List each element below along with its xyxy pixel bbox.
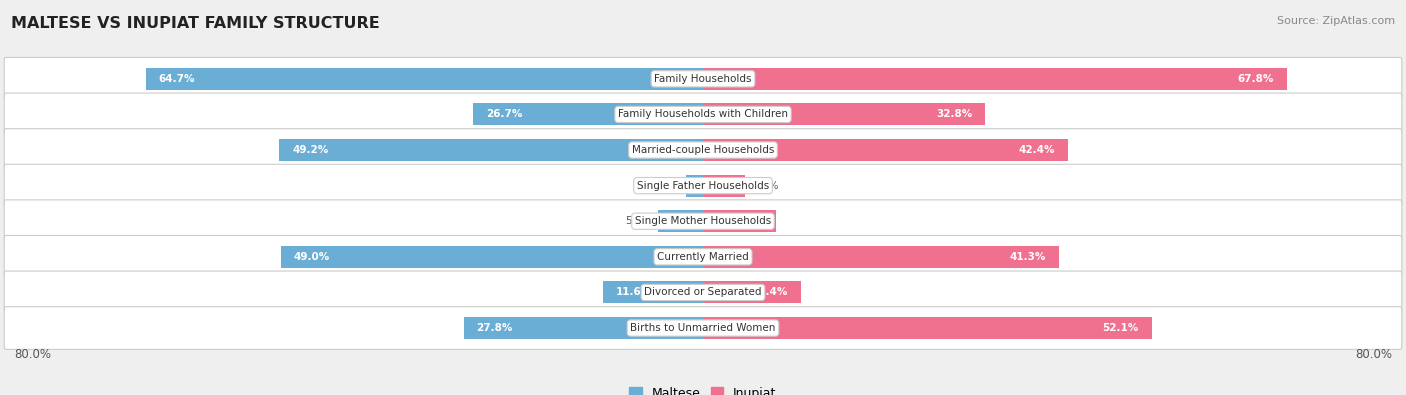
- Text: Single Father Households: Single Father Households: [637, 181, 769, 191]
- Bar: [703, 103, 986, 126]
- FancyBboxPatch shape: [4, 200, 1402, 243]
- Text: 64.7%: 64.7%: [159, 74, 195, 84]
- Text: 5.2%: 5.2%: [624, 216, 651, 226]
- Text: 41.3%: 41.3%: [1010, 252, 1046, 262]
- Text: 42.4%: 42.4%: [1019, 145, 1056, 155]
- Bar: [146, 68, 703, 90]
- Text: Family Households with Children: Family Households with Children: [619, 109, 787, 119]
- Text: 11.6%: 11.6%: [616, 288, 652, 297]
- Text: 80.0%: 80.0%: [1355, 348, 1392, 361]
- Bar: [703, 281, 801, 303]
- Text: Family Households: Family Households: [654, 74, 752, 84]
- Legend: Maltese, Inupiat: Maltese, Inupiat: [624, 382, 782, 395]
- Text: 49.2%: 49.2%: [292, 145, 329, 155]
- Text: Currently Married: Currently Married: [657, 252, 749, 262]
- Text: 32.8%: 32.8%: [936, 109, 973, 119]
- Bar: [703, 175, 745, 197]
- Text: 49.0%: 49.0%: [294, 252, 330, 262]
- FancyBboxPatch shape: [4, 93, 1402, 136]
- Text: 67.8%: 67.8%: [1237, 74, 1274, 84]
- Bar: [281, 246, 703, 268]
- Bar: [703, 317, 1152, 339]
- Bar: [703, 210, 776, 232]
- Text: 8.5%: 8.5%: [734, 216, 763, 226]
- Text: Single Mother Households: Single Mother Households: [636, 216, 770, 226]
- Bar: [703, 246, 1059, 268]
- Text: 2.0%: 2.0%: [652, 181, 679, 191]
- Bar: [464, 317, 703, 339]
- FancyBboxPatch shape: [4, 235, 1402, 278]
- Bar: [703, 139, 1069, 161]
- Bar: [658, 210, 703, 232]
- Text: 80.0%: 80.0%: [14, 348, 51, 361]
- FancyBboxPatch shape: [4, 57, 1402, 100]
- Text: 4.9%: 4.9%: [752, 181, 779, 191]
- FancyBboxPatch shape: [4, 271, 1402, 314]
- Text: Divorced or Separated: Divorced or Separated: [644, 288, 762, 297]
- Text: Source: ZipAtlas.com: Source: ZipAtlas.com: [1277, 16, 1395, 26]
- FancyBboxPatch shape: [4, 164, 1402, 207]
- Text: 52.1%: 52.1%: [1102, 323, 1139, 333]
- Text: 27.8%: 27.8%: [477, 323, 513, 333]
- Bar: [472, 103, 703, 126]
- FancyBboxPatch shape: [4, 129, 1402, 171]
- Bar: [686, 175, 703, 197]
- Bar: [280, 139, 703, 161]
- Bar: [703, 68, 1286, 90]
- Text: 26.7%: 26.7%: [486, 109, 523, 119]
- Text: Married-couple Households: Married-couple Households: [631, 145, 775, 155]
- Text: Births to Unmarried Women: Births to Unmarried Women: [630, 323, 776, 333]
- Bar: [603, 281, 703, 303]
- Text: MALTESE VS INUPIAT FAMILY STRUCTURE: MALTESE VS INUPIAT FAMILY STRUCTURE: [11, 16, 380, 31]
- Text: 11.4%: 11.4%: [752, 288, 789, 297]
- FancyBboxPatch shape: [4, 307, 1402, 350]
